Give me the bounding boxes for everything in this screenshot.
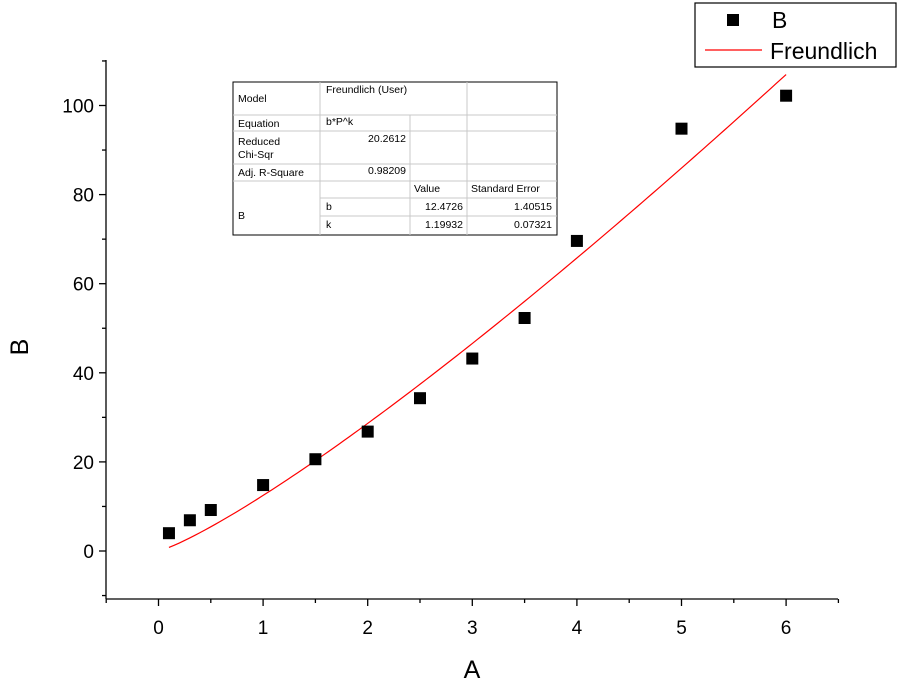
fit-results-table: Model Freundlich (User) Equation b*P^k R…: [232, 81, 558, 236]
x-axis-ticks: [105, 599, 840, 606]
chisq-label-line1: Reduced: [238, 136, 280, 148]
y-tick-label: 60: [73, 275, 94, 296]
r2-label: Adj. R-Square: [238, 167, 304, 179]
y-tick-label: 100: [62, 97, 94, 118]
x-tick-label: 2: [362, 618, 373, 639]
y-tick-label: 40: [73, 364, 94, 385]
data-point: [204, 504, 217, 517]
equation-value: b*P^k: [326, 116, 354, 128]
x-axis-tick-labels: 0 1 2 3 4 5 6: [153, 618, 791, 639]
se-header: Standard Error: [471, 183, 540, 195]
data-point: [675, 122, 688, 135]
param-standard-error: 1.40515: [514, 201, 552, 213]
table-border: [232, 81, 558, 236]
legend-box: [694, 2, 897, 68]
data-point: [780, 89, 793, 102]
x-tick-label: 0: [153, 618, 164, 639]
data-point: [162, 527, 175, 540]
y-tick-label: 0: [83, 542, 94, 563]
model-value: Freundlich (User): [326, 84, 407, 96]
data-point: [309, 453, 322, 466]
x-tick-label: 6: [781, 618, 792, 639]
x-tick-label: 3: [467, 618, 478, 639]
data-points-b: [162, 89, 793, 540]
y-axis-ticks: [99, 60, 106, 597]
x-tick-label: 5: [676, 618, 687, 639]
x-tick-label: 1: [258, 618, 269, 639]
data-point: [183, 514, 196, 527]
data-point: [361, 425, 374, 438]
param-standard-error: 0.07321: [514, 219, 552, 231]
x-axis-title: A: [464, 656, 481, 684]
param-name: b: [326, 201, 332, 213]
model-label: Model: [238, 93, 267, 105]
legend-label-b: B: [772, 7, 787, 33]
y-tick-label: 80: [73, 186, 94, 207]
data-point: [518, 312, 531, 325]
param-value: 1.19932: [425, 219, 463, 231]
r2-value: 0.98209: [368, 165, 406, 177]
freundlich-fit-line: [168, 74, 787, 549]
param-group-label: B: [238, 210, 245, 222]
x-tick-label: 4: [572, 618, 583, 639]
param-name: k: [326, 219, 332, 231]
value-header: Value: [414, 183, 440, 195]
legend-label-freundlich: Freundlich: [770, 38, 877, 64]
data-point: [414, 392, 426, 405]
y-axis-tick-labels: 0 20 40 60 80 100: [62, 97, 94, 564]
chisq-label-line2: Chi-Sqr: [238, 149, 274, 161]
equation-label: Equation: [238, 118, 280, 130]
legend-marker-square: [727, 14, 739, 26]
data-point: [570, 234, 583, 247]
y-tick-label: 20: [73, 453, 94, 474]
data-point: [257, 479, 270, 492]
legend: B Freundlich: [694, 2, 897, 68]
param-value: 12.4726: [425, 201, 463, 213]
data-point: [466, 352, 479, 365]
y-axis-title: B: [6, 339, 34, 356]
chisq-value: 20.2612: [368, 133, 406, 145]
